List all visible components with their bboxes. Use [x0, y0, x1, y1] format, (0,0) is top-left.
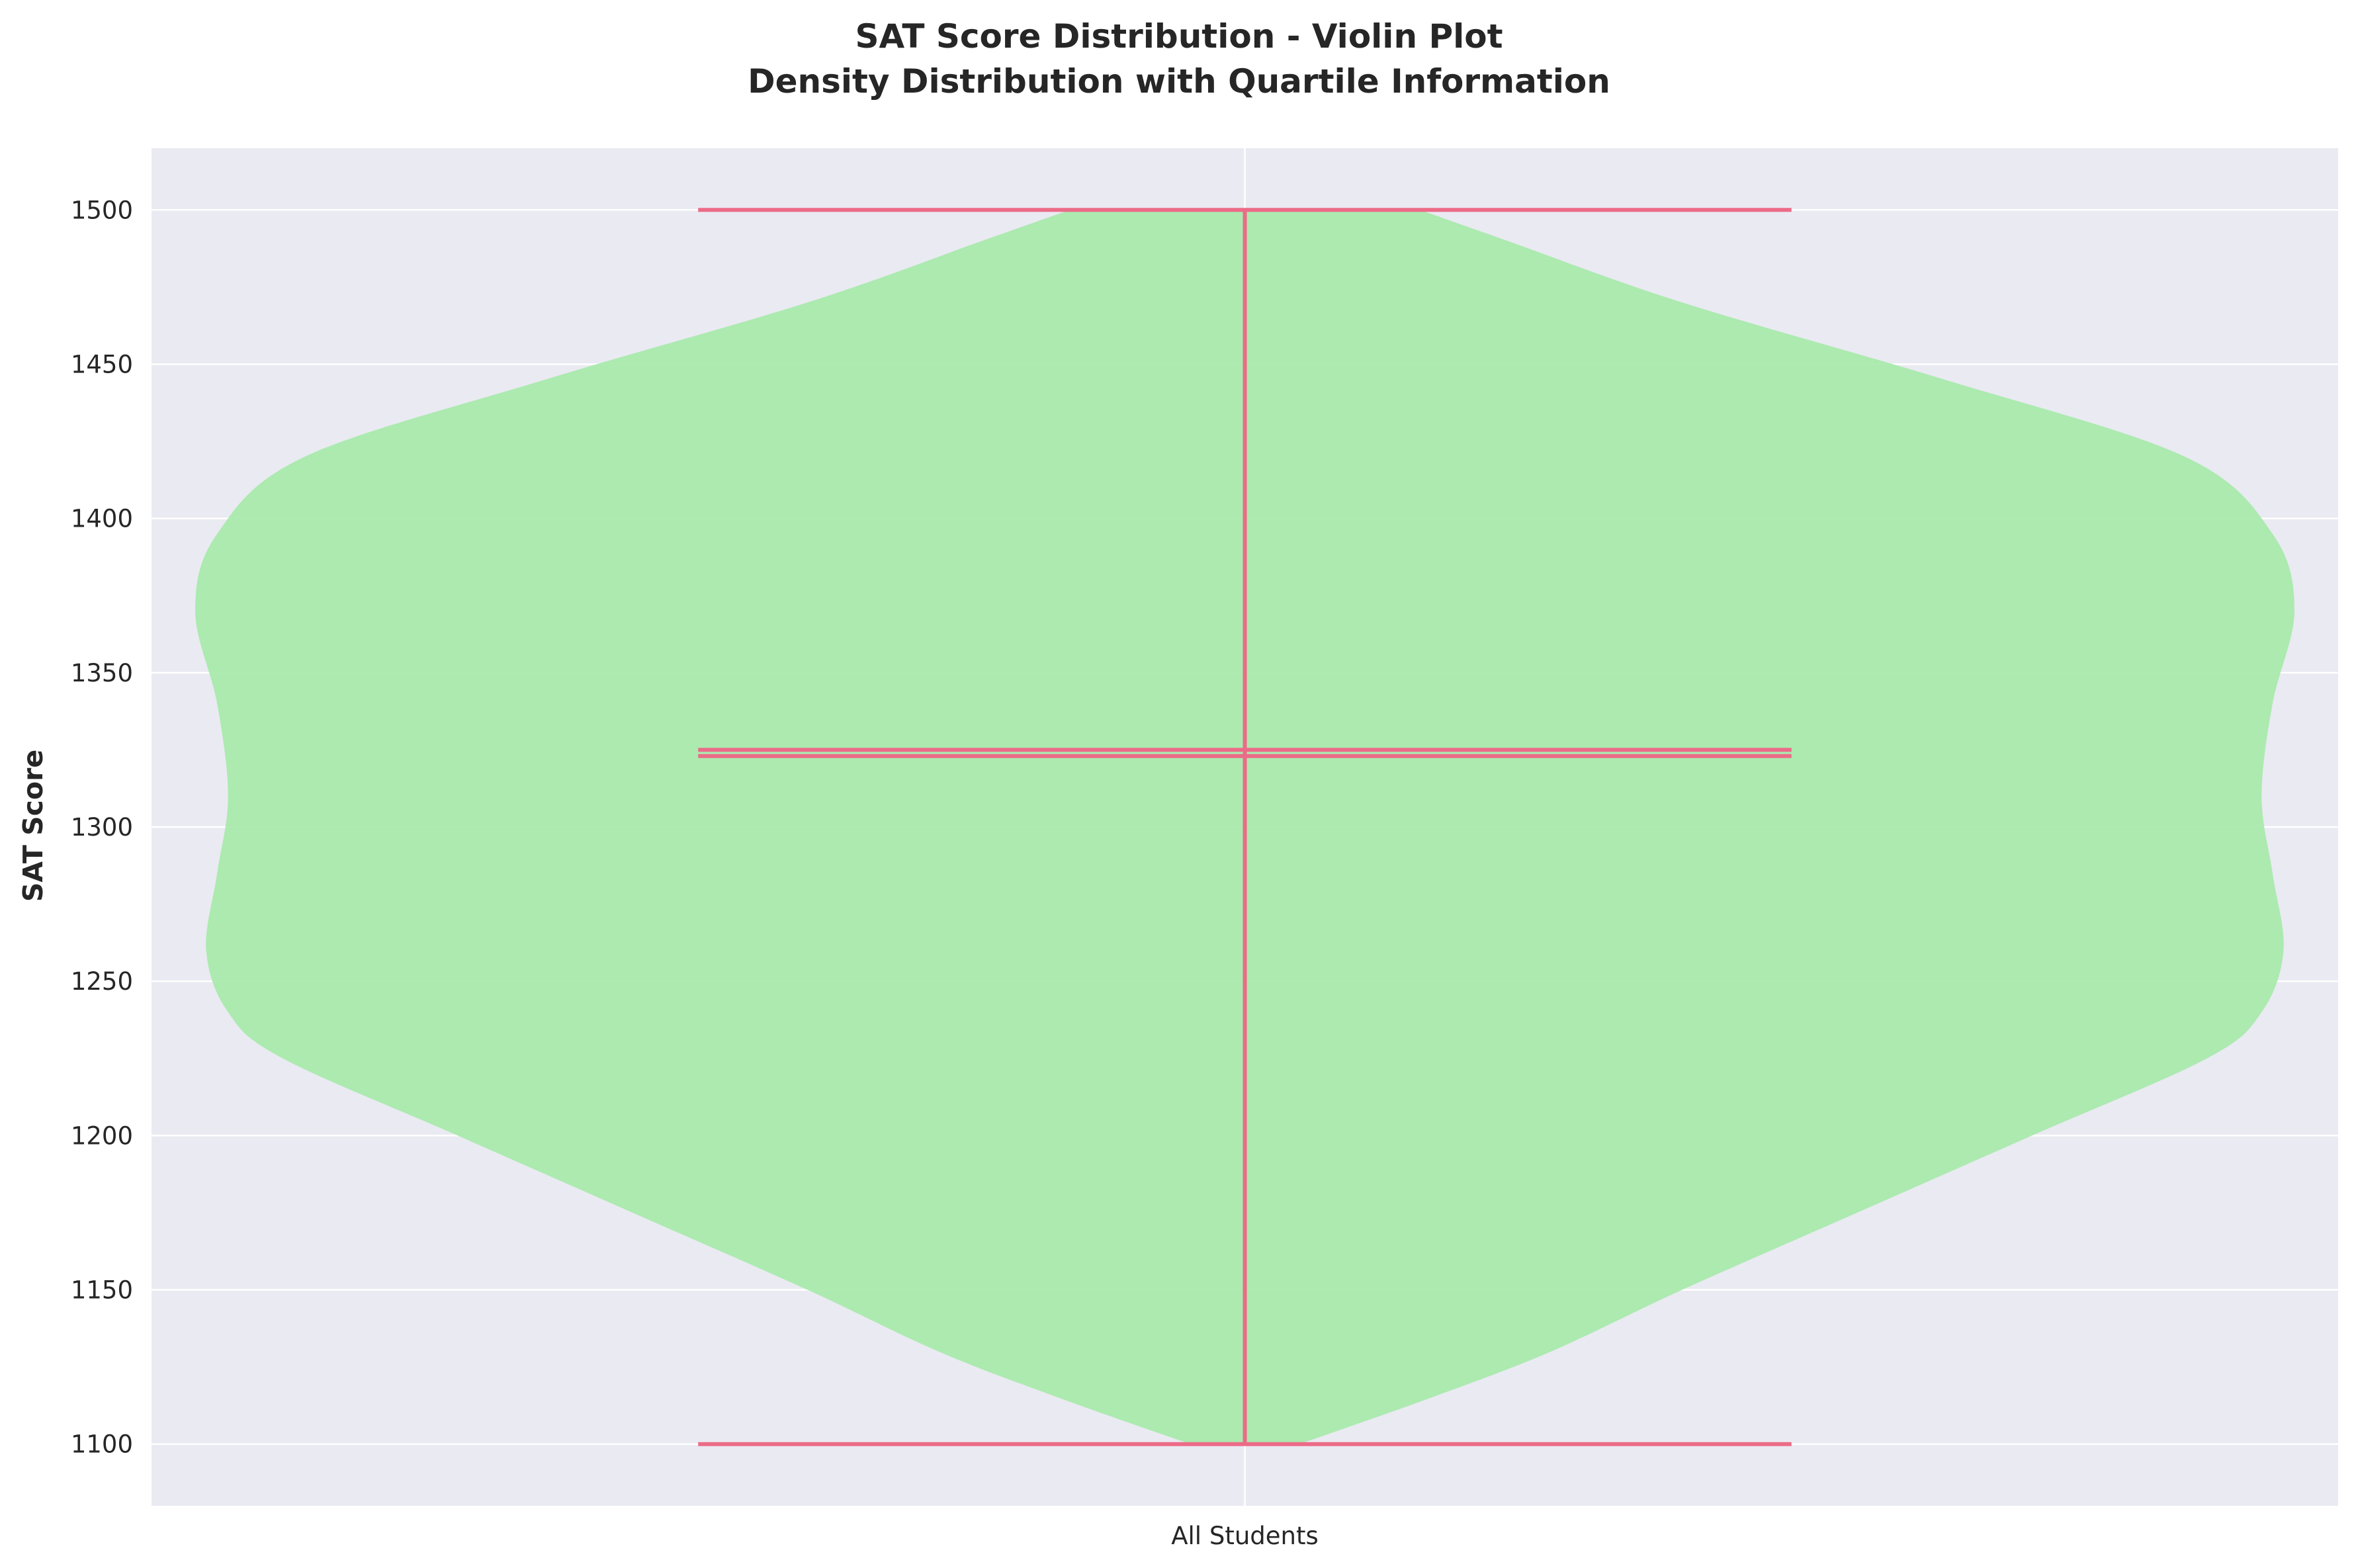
y-tick-label: 1200: [71, 1121, 133, 1150]
y-tick-label: 1400: [71, 505, 133, 533]
chart-title: SAT Score Distribution - Violin Plot: [855, 17, 1503, 56]
y-tick-label: 1500: [71, 196, 133, 224]
y-tick-label: 1250: [71, 967, 133, 996]
y-tick-label: 1100: [71, 1430, 133, 1459]
x-tick-label: All Students: [1171, 1522, 1319, 1550]
y-tick-label: 1300: [71, 813, 133, 842]
stat-lines: [698, 208, 1792, 1446]
y-tick-label: 1450: [71, 350, 133, 378]
y-axis-label: SAT Score: [17, 750, 49, 902]
y-tick-labels: 1100 1150 1200 1250 1300 1350 1400 1450 1500: [71, 196, 133, 1458]
x-tick-labels: All Students: [1171, 1522, 1319, 1550]
chart-subtitle: Density Distribution with Quartile Infor…: [748, 62, 1610, 101]
y-tick-label: 1350: [71, 659, 133, 687]
y-tick-label: 1150: [71, 1276, 133, 1305]
